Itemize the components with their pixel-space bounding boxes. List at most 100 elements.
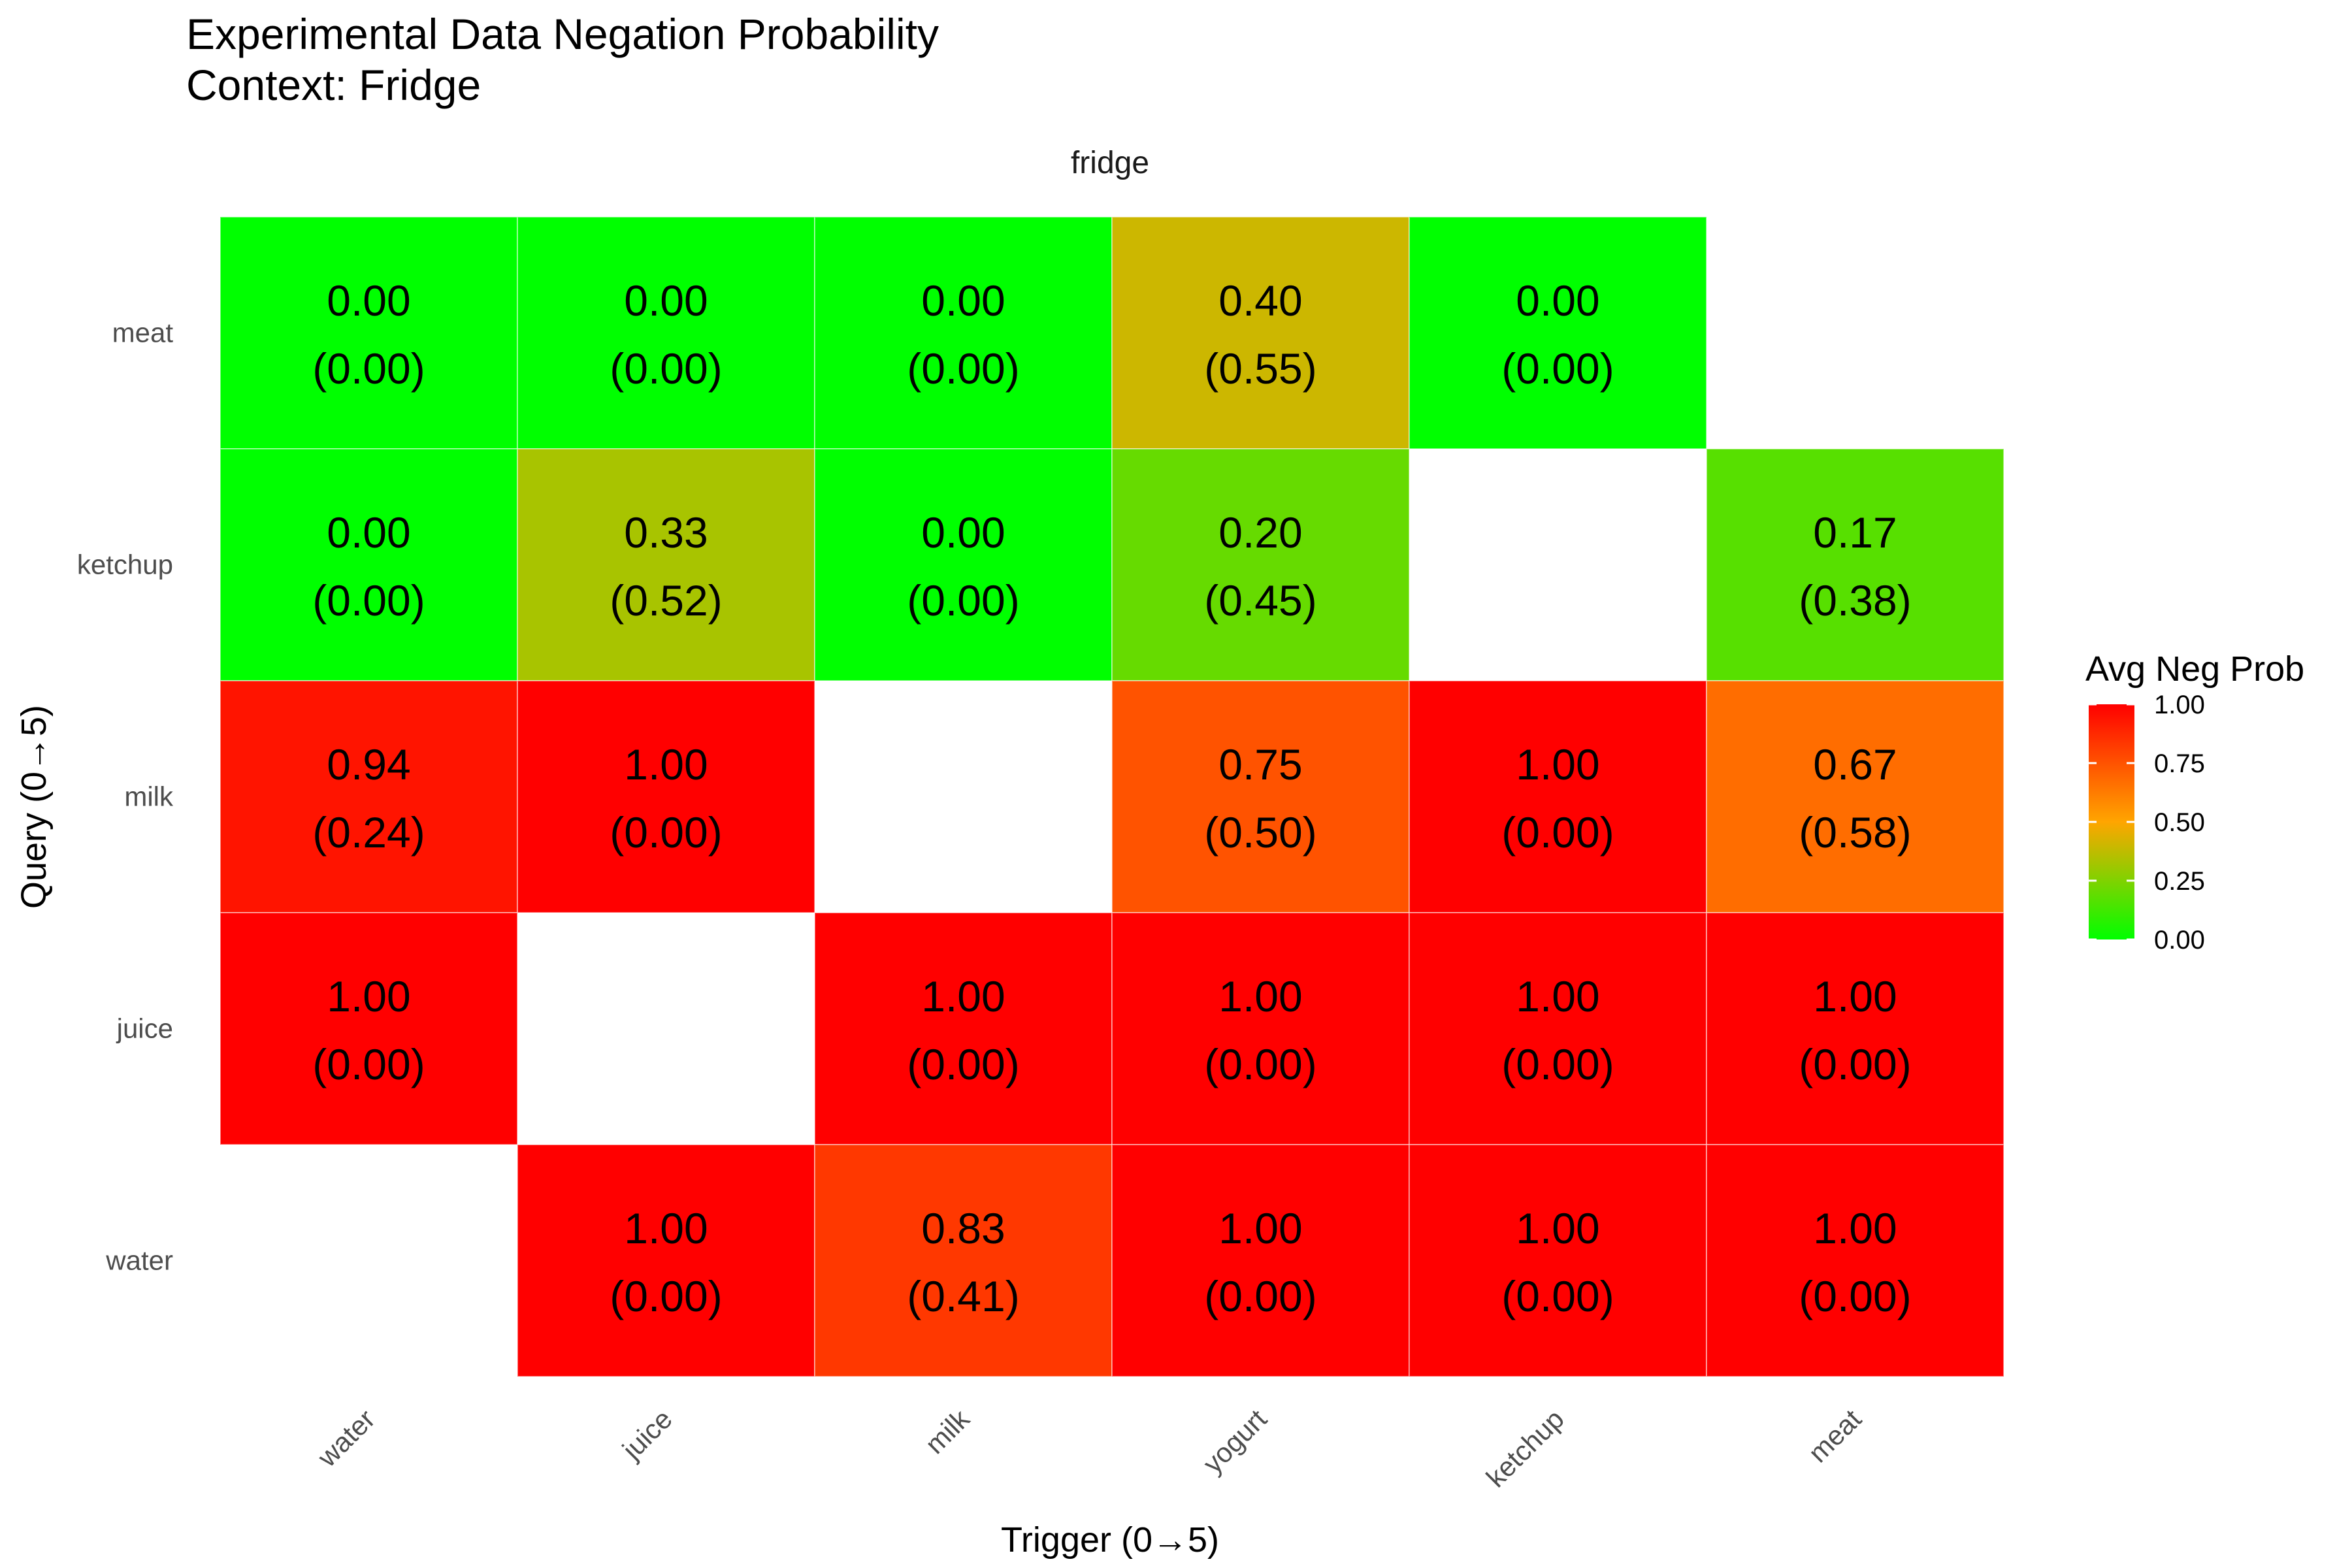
cell-sd-label: (0.00)	[1501, 1272, 1614, 1320]
cell-value-label: 0.17	[1813, 508, 1897, 557]
heatmap-cell-ketchup-milk	[814, 448, 1113, 681]
cell-value-label: 0.00	[327, 508, 410, 557]
cell-sd-label: (0.00)	[1799, 1040, 1911, 1088]
cell-sd-label: (0.00)	[610, 344, 722, 393]
chart-title: Experimental Data Negation Probability	[186, 10, 939, 58]
heatmap-cell-water-meat	[1706, 1144, 2004, 1377]
legend-title: Avg Neg Prob	[2085, 649, 2304, 689]
heatmap-cell-juice-milk	[814, 912, 1113, 1145]
cell-value-label: 1.00	[1813, 1204, 1897, 1252]
cell-value-label: 1.00	[1218, 1204, 1302, 1252]
cell-sd-label: (0.00)	[907, 1040, 1019, 1088]
cell-sd-label: (0.38)	[1799, 576, 1911, 625]
cell-sd-label: (0.00)	[1501, 344, 1614, 393]
cell-value-label: 0.00	[327, 276, 410, 325]
cell-sd-label: (0.00)	[312, 1040, 425, 1088]
cell-sd-label: (0.00)	[1501, 1040, 1614, 1088]
legend-tick-label: 0.50	[2154, 808, 2205, 837]
cell-sd-label: (0.41)	[907, 1272, 1019, 1320]
cell-value-label: 0.00	[921, 276, 1005, 325]
heatmap-cell-juice-ketchup	[1409, 912, 1707, 1145]
heatmap-cell-water-milk	[814, 1144, 1113, 1377]
cell-sd-label: (0.00)	[907, 576, 1019, 625]
cell-sd-label: (0.24)	[312, 808, 425, 857]
cell-value-label: 0.33	[624, 508, 708, 557]
facet-strip-label: fridge	[1071, 146, 1149, 180]
cell-sd-label: (0.55)	[1204, 344, 1316, 393]
cell-sd-label: (0.45)	[1204, 576, 1316, 625]
cell-value-label: 0.20	[1218, 508, 1302, 557]
cell-value-label: 1.00	[327, 972, 410, 1021]
color-legend: Avg Neg Prob 1.00 0.75 0.50 0.25 0.00	[2085, 649, 2304, 955]
y-tick-label: water	[105, 1245, 173, 1276]
cell-sd-label: (0.00)	[610, 1272, 722, 1320]
x-tick-label: ketchup	[1480, 1403, 1570, 1493]
heatmap-cell-juice-yogurt	[1111, 912, 1410, 1145]
heatmap-cell-ketchup-yogurt	[1111, 448, 1410, 681]
cell-value-label: 0.00	[624, 276, 708, 325]
cell-value-label: 1.00	[624, 1204, 708, 1252]
x-tick-label: milk	[919, 1403, 976, 1460]
cell-value-label: 0.75	[1218, 740, 1302, 789]
heatmap-cell-meat-water	[220, 216, 518, 449]
cell-value-label: 0.40	[1218, 276, 1302, 325]
cell-value-label: 0.83	[921, 1204, 1005, 1252]
y-tick-label: meat	[112, 318, 174, 348]
x-axis-title: Trigger (0→5)	[1001, 1520, 1219, 1560]
heatmap-cell-water-juice	[517, 1144, 815, 1377]
cell-value-label: 1.00	[1516, 1204, 1599, 1252]
heatmap-cell-milk-water	[220, 680, 518, 913]
heatmap-cell-water-yogurt	[1111, 1144, 1410, 1377]
cell-value-label: 1.00	[1813, 972, 1897, 1021]
x-axis-ticks: water juice milk yogurt ketchup meat	[311, 1403, 1867, 1493]
heatmap-cell-milk-juice	[517, 680, 815, 913]
y-axis-title: Query (0→5)	[14, 705, 54, 909]
heatmap-cell-ketchup-juice	[517, 448, 815, 681]
x-tick-label: yogurt	[1197, 1403, 1273, 1479]
y-tick-label: juice	[116, 1013, 173, 1044]
heatmap-cell-juice-water	[220, 912, 518, 1145]
cell-value-label: 0.94	[327, 740, 410, 789]
heatmap-cell-milk-yogurt	[1111, 680, 1410, 913]
cell-sd-label: (0.00)	[1204, 1040, 1316, 1088]
legend-ticks: 1.00 0.75 0.50 0.25 0.00	[2089, 691, 2205, 955]
legend-tick-label: 1.00	[2154, 691, 2205, 719]
cell-value-label: 1.00	[1516, 972, 1599, 1021]
chart-subtitle: Context: Fridge	[186, 61, 481, 109]
y-tick-label: ketchup	[77, 549, 173, 580]
y-axis-ticks: meat ketchup milk juice water	[77, 318, 174, 1276]
cell-value-label: 0.67	[1813, 740, 1897, 789]
cell-value-label: 1.00	[1516, 740, 1599, 789]
cell-sd-label: (0.52)	[610, 576, 722, 625]
x-tick-label: water	[311, 1403, 381, 1473]
cell-value-label: 1.00	[624, 740, 708, 789]
cell-sd-label: (0.50)	[1204, 808, 1316, 857]
cell-sd-label: (0.00)	[907, 344, 1019, 393]
heatmap-cell-juice-meat	[1706, 912, 2004, 1145]
cell-sd-label: (0.00)	[312, 344, 425, 393]
heatmap-cell-ketchup-water	[220, 448, 518, 681]
cell-value-label: 1.00	[921, 972, 1005, 1021]
heatmap-cell-meat-ketchup	[1409, 216, 1707, 449]
heatmap-cell-meat-yogurt	[1111, 216, 1410, 449]
cell-value-label: 0.00	[921, 508, 1005, 557]
cell-sd-label: (0.00)	[1501, 808, 1614, 857]
heatmap-cell-meat-juice	[517, 216, 815, 449]
x-tick-label: juice	[615, 1403, 678, 1466]
cell-sd-label: (0.00)	[610, 808, 722, 857]
legend-tick-label: 0.75	[2154, 749, 2205, 778]
cell-sd-label: (0.00)	[1799, 1272, 1911, 1320]
heatmap-cells: 0.00 (0.00) 0.00 (0.00) 0.00 (0.00) 0.40 (0.55)…	[220, 216, 2004, 1377]
cell-sd-label: (0.00)	[1204, 1272, 1316, 1320]
heatmap-cell-ketchup-meat	[1706, 448, 2004, 681]
cell-value-label: 0.00	[1516, 276, 1599, 325]
heatmap-cell-milk-ketchup	[1409, 680, 1707, 913]
heatmap-cell-meat-milk	[814, 216, 1113, 449]
legend-tick-label: 0.25	[2154, 867, 2205, 896]
x-tick-label: meat	[1803, 1403, 1867, 1468]
heatmap-cell-milk-meat	[1706, 680, 2004, 913]
heatmap-cell-water-ketchup	[1409, 1144, 1707, 1377]
y-tick-label: milk	[124, 781, 174, 812]
cell-sd-label: (0.00)	[312, 576, 425, 625]
